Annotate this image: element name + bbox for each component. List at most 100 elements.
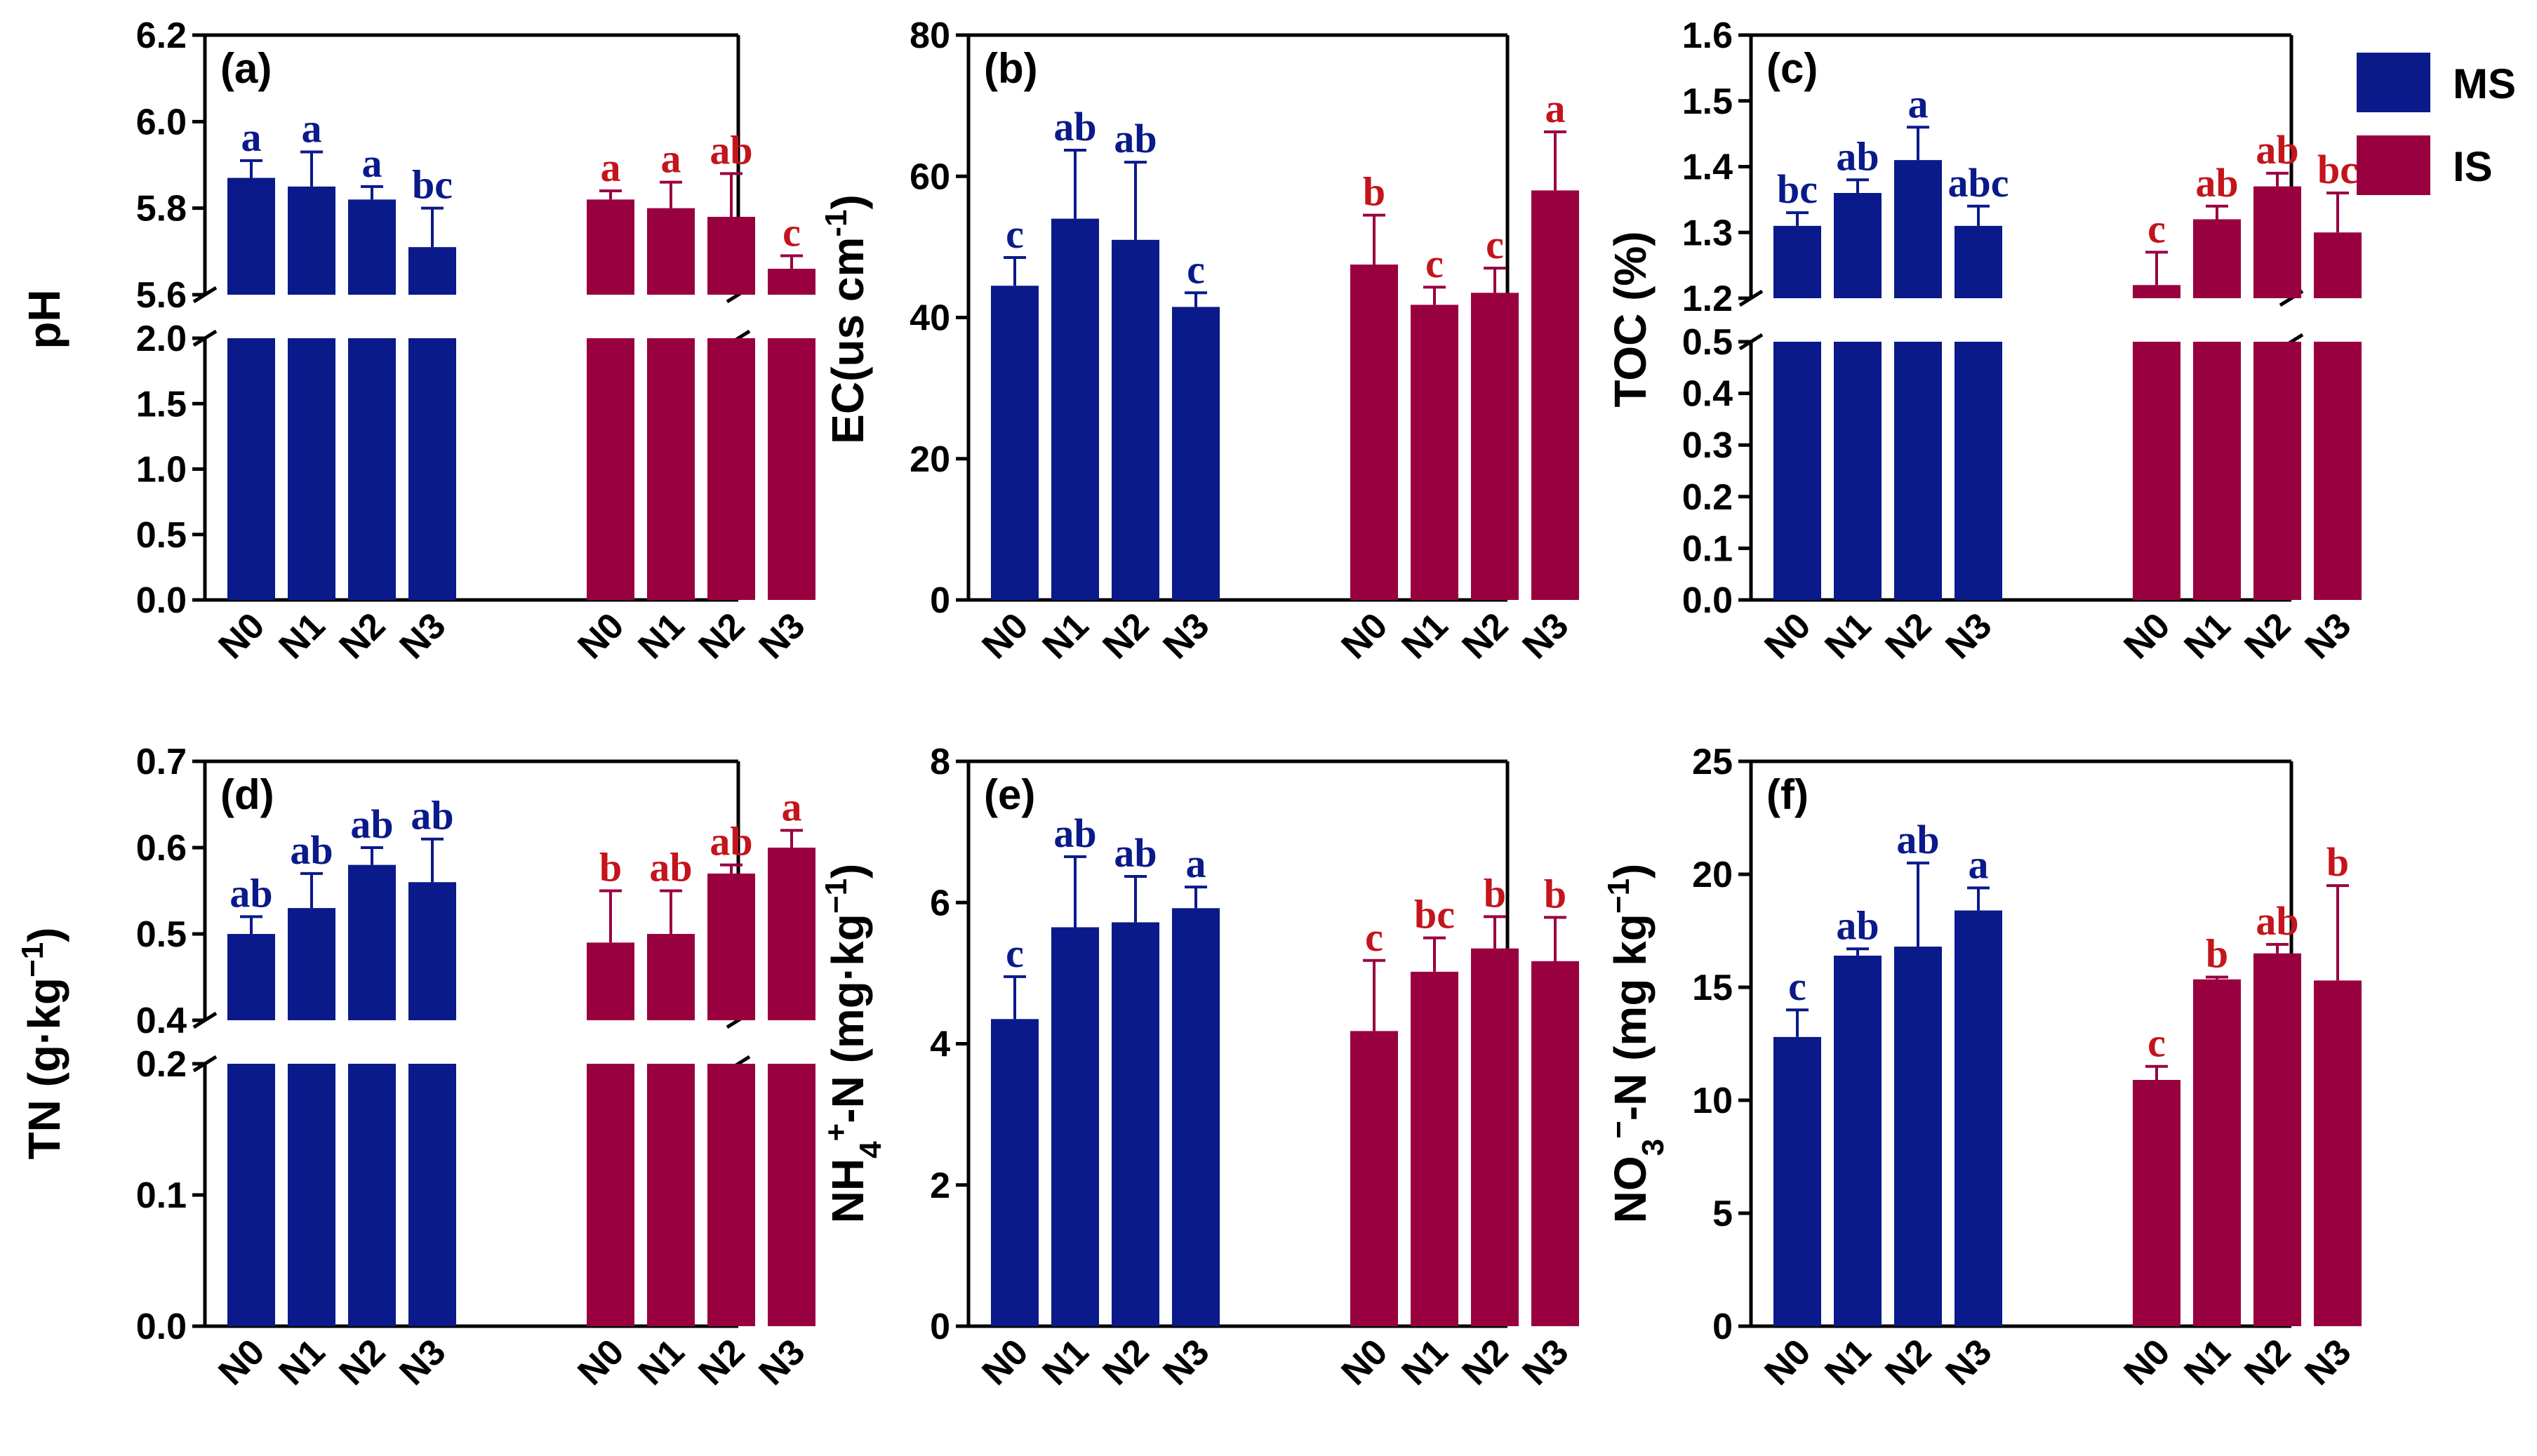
- x-tick-label: N0: [570, 605, 632, 667]
- x-tick-label: N2: [1454, 1331, 1516, 1393]
- bar-IS-N0-upper: [587, 942, 634, 1020]
- bar-MS-N2: [1894, 947, 1942, 1326]
- y-axis-label-text: EC(us cm: [823, 237, 873, 444]
- y-axis-label-sub: 4: [853, 1141, 888, 1158]
- y-tick-label: 0.5: [136, 515, 187, 556]
- significance-letter: a: [362, 140, 382, 186]
- bar-MS-N2: [1112, 922, 1159, 1326]
- y-axis-label-sup: −1: [819, 879, 853, 914]
- x-tick-label: N1: [630, 605, 692, 667]
- y-tick-label: 1.2: [1682, 279, 1733, 319]
- y-axis-label-sup: -1: [819, 210, 853, 237]
- bar-IS-N3: [1531, 961, 1579, 1326]
- y-axis-label: EC(us cm-1): [819, 194, 874, 444]
- significance-letter: a: [661, 136, 681, 182]
- y-tick-label: 4: [930, 1024, 950, 1065]
- bar-MS-N3: [1172, 908, 1220, 1326]
- bar-MS-N0-lower: [227, 338, 275, 600]
- bar-MS-N1-upper: [1834, 193, 1882, 298]
- bar-IS-N0-lower: [587, 1064, 634, 1326]
- significance-letter: a: [1908, 81, 1929, 126]
- x-tick-label: N3: [2297, 1331, 2359, 1393]
- x-tick-label: N2: [1095, 605, 1157, 667]
- x-tick-label: N1: [1394, 1331, 1456, 1393]
- y-axis-label-text: ): [19, 928, 69, 942]
- x-tick-label: N0: [2116, 1331, 2178, 1393]
- significance-letter: c: [2148, 206, 2166, 251]
- y-axis-label-text: NO: [1605, 1156, 1656, 1223]
- y-tick-label: 2.0: [136, 319, 187, 359]
- significance-letter: c: [1187, 246, 1205, 292]
- legend: MS IS: [2357, 53, 2516, 195]
- bar-MS-N1-upper: [288, 186, 335, 295]
- y-axis-label-sup: −1: [15, 942, 50, 977]
- y-tick-label: 6.2: [136, 15, 187, 56]
- y-axis-label-text: ): [823, 864, 873, 879]
- x-tick-label: N2: [331, 1331, 393, 1393]
- panel-d: 0.00.10.20.40.50.60.7TN (g·kg−1)(d)abN0a…: [15, 742, 815, 1393]
- bar-MS-N3-lower: [408, 338, 456, 600]
- x-tick-label: N1: [2176, 605, 2238, 667]
- y-axis-label-sup: −1: [1602, 879, 1636, 914]
- significance-letter: ab: [1836, 133, 1879, 179]
- significance-letter: ab: [290, 827, 333, 873]
- x-tick-label: N3: [1938, 605, 1999, 667]
- bar-IS-N3: [2314, 980, 2362, 1326]
- x-tick-label: N1: [271, 605, 333, 667]
- bar-MS-N0-lower: [1773, 342, 1821, 600]
- y-tick-label: 60: [910, 156, 950, 197]
- bar-IS-N1-lower: [647, 338, 695, 600]
- bar-IS-N0: [1350, 265, 1398, 600]
- significance-letter: ab: [1896, 817, 1939, 862]
- significance-letter: a: [241, 114, 262, 160]
- bar-MS-N1: [1051, 927, 1099, 1326]
- bar-MS-N0-lower: [227, 1064, 275, 1326]
- x-tick-label: N3: [751, 1331, 813, 1393]
- bar-IS-N0-upper: [587, 199, 634, 295]
- significance-letter: c: [1365, 914, 1383, 960]
- x-tick-label: N1: [1817, 1331, 1879, 1393]
- bar-IS-N3-lower: [768, 1064, 815, 1326]
- significance-letter: b: [2206, 931, 2228, 977]
- significance-letter: ab: [1836, 902, 1879, 948]
- significance-letter: a: [302, 106, 322, 152]
- bar-IS-N3-upper: [2314, 232, 2362, 298]
- y-tick-label: 5.8: [136, 189, 187, 229]
- bar-MS-N3-upper: [1955, 225, 2002, 298]
- bar-MS-N3: [1955, 910, 2002, 1326]
- legend-label-MS: MS: [2453, 60, 2516, 107]
- significance-letter: b: [2326, 839, 2349, 885]
- bar-MS-N1-lower: [288, 1064, 335, 1326]
- y-tick-label: 0.2: [1682, 477, 1733, 518]
- x-tick-label: N0: [211, 605, 272, 667]
- y-tick-label: 0.0: [136, 1307, 187, 1347]
- bar-IS-N3-lower: [768, 338, 815, 600]
- bar-MS-N0: [991, 286, 1039, 600]
- y-axis-label-text: TOC (%): [1605, 231, 1656, 407]
- bar-IS-N2-lower: [2253, 342, 2301, 600]
- bar-IS-N1: [1411, 305, 1458, 600]
- significance-letter: a: [1545, 86, 1566, 131]
- y-axis-label-text: ): [823, 194, 873, 209]
- y-tick-label: 1.4: [1682, 147, 1733, 188]
- significance-letter: b: [1544, 871, 1566, 916]
- x-tick-label: N3: [2297, 605, 2359, 667]
- significance-letter: ab: [710, 819, 752, 864]
- x-tick-label: N3: [1514, 1331, 1576, 1393]
- panel-b: 0 20 40 60 80 EC(us cm-1) (b) c N0 ab N1 ab N2 c N3 b N0…: [819, 15, 1579, 667]
- y-axis-label: TN (g·kg−1): [15, 928, 70, 1160]
- x-tick-label: N0: [974, 605, 1036, 667]
- bar-MS-N2: [1112, 239, 1159, 600]
- bar-IS-N0: [2133, 1080, 2180, 1326]
- significance-letter: b: [1363, 169, 1385, 215]
- y-axis-label-text: TN (g·kg: [19, 977, 69, 1160]
- bar-MS-N1: [1834, 955, 1882, 1326]
- bar-MS-N3-upper: [408, 882, 456, 1020]
- significance-letter: bc: [1414, 892, 1455, 937]
- y-tick-label: 0.1: [1682, 528, 1733, 569]
- y-tick-label: 6: [930, 883, 950, 923]
- x-tick-label: N2: [2237, 1331, 2298, 1393]
- panel-label: (e): [984, 771, 1035, 818]
- significance-letter: c: [1486, 222, 1504, 267]
- y-axis-label-text: NH: [823, 1158, 873, 1223]
